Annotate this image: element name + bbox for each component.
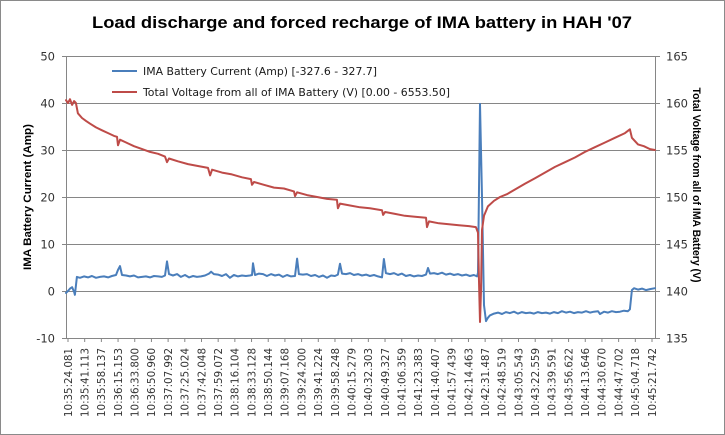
x-tick-label: 10:41:06.359: [397, 348, 409, 417]
x-tick-label: 10:35:58.137: [96, 348, 108, 417]
x-tick-label: 10:36:33.800: [130, 348, 142, 417]
x-tick-label: 10:44:13.646: [580, 348, 592, 417]
x-tick-label: 10:35:41.113: [79, 348, 91, 417]
x-tick-label: 10:41:23.383: [413, 348, 425, 417]
x-tick-label: 10:35:24.081: [63, 348, 75, 417]
x-tick-label: 10:38:50.144: [263, 348, 275, 417]
x-tick-label: 10:42:14.463: [463, 348, 475, 417]
x-tick-label: 10:44:47.702: [613, 348, 625, 417]
series-line-voltage: [65, 98, 656, 323]
y-right-tick-label: 155: [666, 144, 688, 158]
x-tick-label: 10:40:32.303: [363, 348, 375, 417]
x-tick-label: 10:37:25.024: [180, 348, 192, 417]
x-tick-label: 10:43:39.591: [547, 348, 559, 417]
x-tick-label: 10:41:40.407: [430, 348, 442, 417]
chart-title: Load discharge and forced recharge of IM…: [92, 13, 632, 32]
y-right-tick-label: 165: [666, 50, 688, 64]
y-left-tick-label: 0: [48, 285, 55, 299]
x-tick-label: 10:36:50.960: [146, 348, 158, 417]
y-right-tick-label: 160: [666, 97, 688, 111]
x-tick-label: 10:39:58.248: [330, 348, 342, 417]
y-right-tick-label: 145: [666, 238, 688, 252]
x-tick-label: 10:43:22.559: [530, 348, 542, 417]
y-left-tick-label: 50: [40, 50, 55, 64]
x-tick-label: 10:41:57.439: [447, 348, 459, 417]
tick-labels: -10 0 10 20 30 40 50 135 140 145 150 155 160 165 10:35…: [36, 50, 688, 418]
x-tick-label: 10:45:21.742: [647, 348, 659, 417]
legend-label-voltage: Total Voltage from all of IMA Battery (V…: [142, 87, 450, 99]
x-tick-label: 10:36:15.153: [113, 348, 125, 417]
y-right-tick-label: 140: [666, 285, 688, 299]
y-left-tick-label: 20: [40, 191, 55, 205]
y-right-tick-label: 150: [666, 191, 688, 205]
series-line-current: [65, 102, 656, 323]
x-tick-label: 10:37:59.072: [213, 348, 225, 417]
y-left-axis-title: IMA Battery Current (Amp): [22, 124, 34, 270]
x-tick-label: 10:42:48.519: [497, 348, 509, 417]
x-tick-label: 10:38:16.104: [230, 348, 242, 417]
series-lines: [65, 98, 656, 323]
x-tick-label: 10:38:33.128: [246, 348, 258, 417]
x-tick-label: 10:44:30.670: [597, 348, 609, 417]
y-left-tick-label: 40: [40, 97, 55, 111]
legend-label-current: IMA Battery Current (Amp) [-327.6 - 327.…: [143, 66, 377, 78]
x-tick-label: 10:45:04.718: [630, 348, 642, 417]
legend: IMA Battery Current (Amp) [-327.6 - 327.…: [112, 66, 450, 99]
y-right-tick-label: 135: [666, 332, 688, 346]
x-tick-label: 10:39:24.200: [296, 348, 308, 417]
x-tick-label: 10:39:07.168: [280, 348, 292, 417]
y-left-tick-label: 10: [40, 238, 55, 252]
x-tick-label: 10:40:15.279: [346, 348, 358, 417]
y-left-tick-label: 30: [40, 144, 55, 158]
y-left-tick-label: -10: [36, 332, 55, 346]
y-right-axis-title: Total Voltage from all of IMA Battery (V…: [690, 88, 702, 283]
x-tick-label: 10:42:31.487: [480, 348, 492, 417]
x-tick-label: 10:40:49.327: [380, 348, 392, 417]
x-tick-label: 10:39:41.224: [313, 348, 325, 417]
x-tick-label: 10:43:56.622: [563, 348, 575, 417]
x-tick-label: 10:37:07.992: [163, 348, 175, 417]
axes: [62, 56, 660, 342]
x-tick-label: 10:43:05.543: [513, 348, 525, 417]
x-tick-label: 10:37:42.048: [196, 348, 208, 417]
